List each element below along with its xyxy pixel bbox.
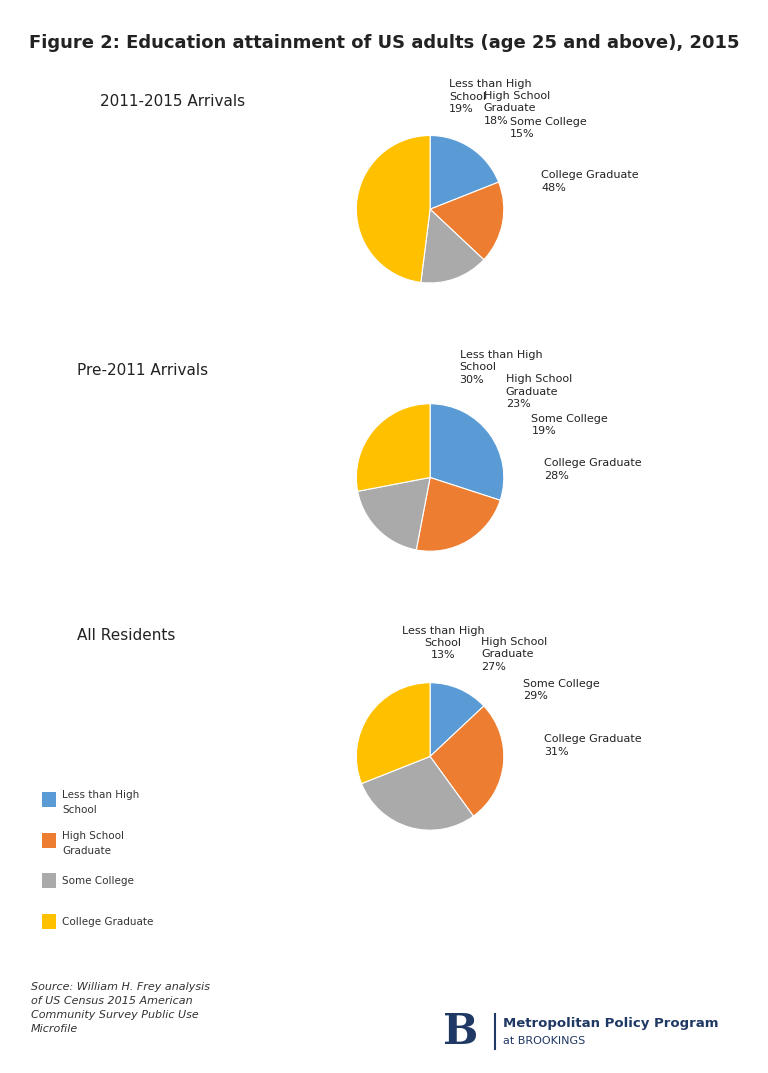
Text: Less than High
School
19%: Less than High School 19%: [449, 79, 531, 114]
Wedge shape: [356, 682, 430, 783]
Text: Some College: Some College: [62, 876, 134, 886]
Wedge shape: [356, 403, 430, 491]
Wedge shape: [358, 477, 430, 549]
Text: at BROOKINGS: at BROOKINGS: [503, 1035, 585, 1046]
Wedge shape: [430, 182, 504, 260]
Wedge shape: [356, 135, 430, 282]
Text: B: B: [443, 1011, 478, 1054]
Text: Less than High
School
13%: Less than High School 13%: [402, 626, 485, 660]
Text: All Residents: All Residents: [77, 628, 175, 643]
Text: High School
Graduate
23%: High School Graduate 23%: [506, 374, 572, 409]
Text: Source: William H. Frey analysis
of US Census 2015 American
Community Survey Pub: Source: William H. Frey analysis of US C…: [31, 982, 210, 1033]
Wedge shape: [421, 209, 484, 283]
Text: Some College
15%: Some College 15%: [510, 117, 587, 138]
Wedge shape: [430, 135, 498, 209]
Text: College Graduate
48%: College Graduate 48%: [541, 171, 638, 193]
Text: Less than High
School
30%: Less than High School 30%: [460, 350, 542, 384]
Text: College Graduate
31%: College Graduate 31%: [544, 734, 641, 756]
Wedge shape: [430, 706, 504, 817]
Text: Pre-2011 Arrivals: Pre-2011 Arrivals: [77, 363, 208, 378]
Text: College Graduate: College Graduate: [62, 916, 154, 927]
Wedge shape: [430, 403, 504, 500]
Text: Some College
19%: Some College 19%: [531, 413, 608, 436]
Text: High School
Graduate
18%: High School Graduate 18%: [484, 91, 550, 126]
Text: 2011-2015 Arrivals: 2011-2015 Arrivals: [100, 94, 245, 109]
Text: Some College
29%: Some College 29%: [523, 679, 600, 702]
Text: Figure 2: Education attainment of US adults (age 25 and above), 2015: Figure 2: Education attainment of US adu…: [28, 34, 740, 53]
Text: School: School: [62, 805, 97, 815]
Text: High School
Graduate
27%: High School Graduate 27%: [481, 636, 548, 672]
Text: Graduate: Graduate: [62, 846, 111, 856]
Text: College Graduate
28%: College Graduate 28%: [544, 458, 642, 481]
Text: High School: High School: [62, 831, 124, 841]
Wedge shape: [362, 756, 473, 831]
Wedge shape: [430, 682, 484, 756]
Text: Less than High: Less than High: [62, 790, 140, 800]
Text: Metropolitan Policy Program: Metropolitan Policy Program: [503, 1017, 719, 1030]
Wedge shape: [416, 477, 500, 552]
